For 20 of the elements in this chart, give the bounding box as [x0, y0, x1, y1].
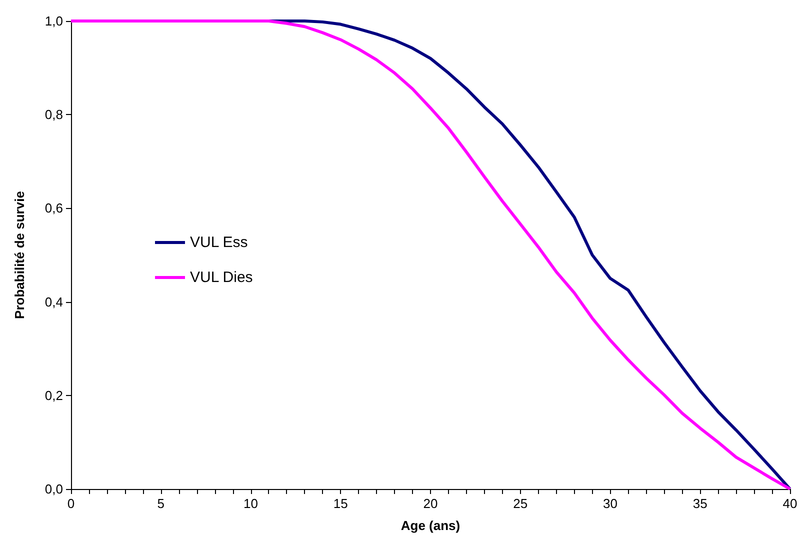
y-tick-label: 0,0 [44, 482, 63, 496]
legend-label: VUL Dies [190, 269, 253, 286]
y-axis-title: Probabilité de survie [12, 191, 27, 319]
x-tick-label: 25 [513, 496, 528, 511]
x-tick-label: 0 [67, 496, 75, 511]
x-axis-title: Age (ans) [400, 518, 460, 533]
y-tick-label: 0,4 [44, 294, 63, 310]
y-tick-label: 1,0 [44, 14, 63, 28]
x-tick-label: 15 [333, 496, 348, 511]
x-tick-label: 40 [782, 496, 798, 511]
x-tick-label: 5 [157, 496, 164, 511]
line-series [70, 20, 792, 490]
y-tick-label: 0,2 [44, 388, 63, 403]
x-tick-label: 30 [603, 496, 618, 511]
y-tick-label: 0,8 [44, 107, 63, 122]
legend-label: VUL Ess [190, 234, 248, 251]
x-tick-label: 35 [692, 496, 708, 511]
y-tick-label: 0,6 [44, 200, 63, 216]
x-tick-label: 10 [244, 496, 258, 511]
x-tick-label: 20 [423, 496, 438, 511]
